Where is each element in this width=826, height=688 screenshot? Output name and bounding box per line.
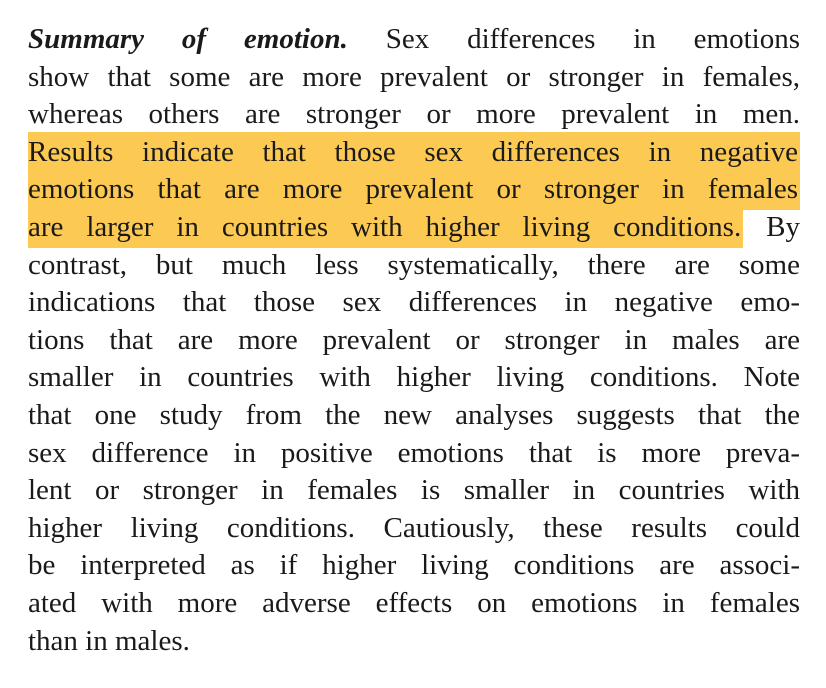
highlighted-text: emotions that are more prevalent or stro…	[28, 169, 800, 211]
text: than in males.	[28, 624, 190, 657]
text: tions that are more prevalent or stronge…	[28, 323, 800, 356]
text-line: Summary of emotion. Sex differences in e…	[28, 21, 800, 59]
text: ated with more adverse effects on emotio…	[28, 586, 800, 619]
text-line: contrast, but much less systematically, …	[28, 247, 800, 285]
text: By	[743, 210, 801, 243]
document-paragraph: Summary of emotion. Sex differences in e…	[28, 21, 800, 660]
text: whereas others are stronger or more prev…	[28, 98, 800, 131]
text-line: show that some are more prevalent or str…	[28, 59, 800, 97]
text: that one study from the new analyses sug…	[28, 398, 800, 431]
highlighted-text: are larger in countries with higher livi…	[28, 206, 744, 248]
text-line: lent or stronger in females is smaller i…	[28, 472, 800, 510]
text-line: sex difference in positive emotions that…	[28, 435, 800, 473]
run-in-heading: Summary of emotion.	[28, 23, 348, 55]
text: Sex differences in emotions	[347, 23, 801, 55]
text: contrast, but much less systematically, …	[28, 248, 800, 281]
text: indications that those sex differences i…	[28, 286, 800, 319]
text-line: higher living conditions. Cautiously, th…	[28, 510, 800, 548]
text-line: smaller in countries with higher living …	[28, 359, 800, 397]
text: higher living conditions. Cautiously, th…	[28, 511, 800, 544]
text-line: Results indicate that those sex differen…	[28, 131, 800, 173]
text-line: are larger in countries with higher livi…	[28, 206, 801, 248]
text: sex difference in positive emotions that…	[28, 436, 800, 469]
text: lent or stronger in females is smaller i…	[28, 474, 800, 507]
text: smaller in countries with higher living …	[28, 361, 800, 394]
text-line: be interpreted as if higher living condi…	[28, 547, 800, 585]
text: show that some are more prevalent or str…	[28, 60, 800, 93]
text-line: indications that those sex differences i…	[28, 284, 800, 322]
text-line: that one study from the new analyses sug…	[28, 397, 800, 435]
text-line: whereas others are stronger or more prev…	[28, 96, 800, 134]
text-line: than in males.	[28, 623, 800, 661]
text-line: ated with more adverse effects on emotio…	[28, 585, 800, 623]
highlighted-text: Results indicate that those sex differen…	[28, 131, 800, 173]
text: be interpreted as if higher living condi…	[28, 549, 800, 582]
text-line: tions that are more prevalent or stronge…	[28, 322, 800, 360]
text-line: emotions that are more prevalent or stro…	[28, 169, 800, 211]
